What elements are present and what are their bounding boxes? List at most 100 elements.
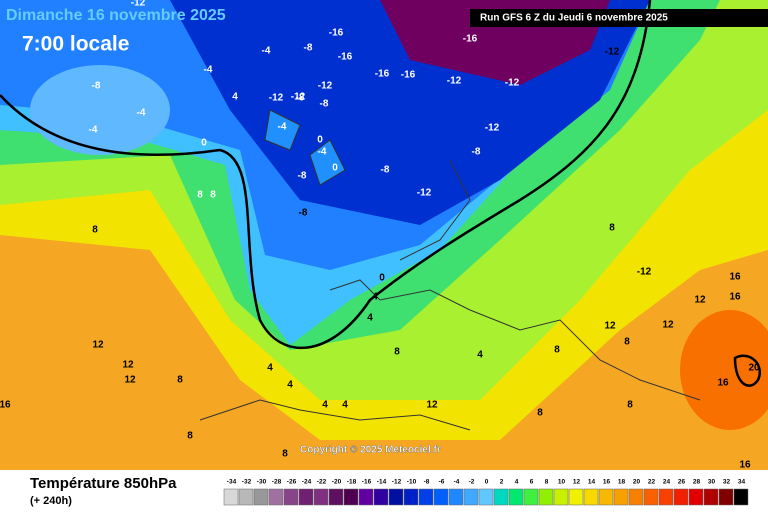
colorbar-tick-label: -4 xyxy=(454,479,460,486)
colorbar-tick-label: -24 xyxy=(302,479,312,486)
colorbar-tick-label: 20 xyxy=(633,479,641,486)
isotherm-label: 16 xyxy=(739,460,751,471)
isotherm-label: -8 xyxy=(320,99,329,110)
colorbar-tick-label: -26 xyxy=(287,479,297,486)
isotherm-label: 8 xyxy=(394,347,400,358)
colorbar-swatch xyxy=(388,488,404,506)
colorbar-swatch xyxy=(403,488,419,506)
colorbar-swatch xyxy=(703,488,719,506)
zero-isotherm xyxy=(0,0,652,350)
isotherm-label: -12 xyxy=(269,93,284,104)
footer-lead: (+ 240h) xyxy=(30,495,72,507)
isotherm-label: -12 xyxy=(417,188,432,199)
colorbar-swatch xyxy=(343,488,359,506)
colorbar-swatch xyxy=(373,488,389,506)
isotherm-label: -12 xyxy=(485,123,500,134)
colorbar-tick-label: 30 xyxy=(708,479,716,486)
isotherm-label: 4 xyxy=(232,92,238,103)
colorbar-tick-label: -2 xyxy=(469,479,475,486)
colorbar-tick-label: 12 xyxy=(573,479,581,486)
colorbar-tick-label: -8 xyxy=(424,479,430,486)
colorbar-swatch xyxy=(583,488,599,506)
isotherm-label: 4 xyxy=(342,400,348,411)
run-box xyxy=(470,9,768,27)
isotherm-label: 8 xyxy=(197,190,203,201)
isotherm-label: -8 xyxy=(298,171,307,182)
colorbar-swatch xyxy=(493,488,509,506)
map-title: Dimanche 16 novembre 2025 xyxy=(6,7,226,24)
map xyxy=(0,0,768,470)
colorbar-tick-label: 24 xyxy=(663,479,671,486)
colorbar-tick-label: -28 xyxy=(272,479,282,486)
colorbar-swatch xyxy=(283,488,299,506)
colorbar-tick-label: 16 xyxy=(603,479,611,486)
isotherm-label: 8 xyxy=(554,345,560,356)
colorbar-tick-label: -14 xyxy=(377,479,387,486)
zone-swirl xyxy=(30,65,170,155)
isotherm-label: -12 xyxy=(318,81,333,92)
colorbar-swatch xyxy=(313,488,329,506)
isotherm-label: 16 xyxy=(729,272,741,283)
colorbar-tick-label: 0 xyxy=(485,479,489,486)
isotherm-label: -8 xyxy=(92,81,101,92)
colorbar-swatch xyxy=(673,488,689,506)
isotherm-label: 16 xyxy=(717,378,729,389)
colorbar-swatch xyxy=(538,488,554,506)
isotherm-label: -16 xyxy=(463,34,478,45)
isotherm-label: -12 xyxy=(447,76,462,87)
isotherm-label: 8 xyxy=(624,337,630,348)
copyright: Copyright © 2025 Meteociel.fr xyxy=(300,445,441,456)
isotherm-label: -16 xyxy=(401,70,416,81)
isotherm-label: -4 xyxy=(137,108,146,119)
colorbar-tick-label: 4 xyxy=(515,479,519,486)
colorbar-tick-label: 18 xyxy=(618,479,626,486)
colorbar-swatch xyxy=(298,488,314,506)
isotherm-label: -12 xyxy=(605,47,620,58)
colorbar-tick-label: -12 xyxy=(392,479,402,486)
isotherm-label: 8 xyxy=(177,375,183,386)
colorbar-tick-label: 2 xyxy=(500,479,504,486)
colorbar-swatch xyxy=(568,488,584,506)
map-labels: -12-4-16-16-16-16-16 -12-8-4 -8-12 -12-12 -1… xyxy=(0,0,760,471)
isotherm-label: 4 xyxy=(477,350,483,361)
colorbar-tick-label: -20 xyxy=(332,479,342,486)
colorbar-swatch xyxy=(733,488,749,506)
run-info: Run GFS 6 Z du Jeudi 6 novembre 2025 xyxy=(480,13,668,24)
colorbar-swatch xyxy=(658,488,674,506)
colorbar-swatch xyxy=(268,488,284,506)
isotherm-label: 8 xyxy=(92,225,98,236)
isotherm-label: -4 xyxy=(318,147,327,158)
isotherm-label: 4 xyxy=(367,313,373,324)
colorbar-tick-label: -34 xyxy=(227,479,237,486)
footer-title: Température 850hPa xyxy=(30,475,177,492)
colorbar-swatch xyxy=(478,488,494,506)
isotherm-label: 8 xyxy=(609,223,615,234)
isotherm-label: -8 xyxy=(299,208,308,219)
colorbar-swatch xyxy=(718,488,734,506)
isotherm-label: 20 xyxy=(748,363,760,374)
colorbar-swatch xyxy=(358,488,374,506)
colorbar-tick-label: 28 xyxy=(693,479,701,486)
isotherm-label: 8 xyxy=(282,449,288,460)
colorbar-tick-label: -10 xyxy=(407,479,417,486)
colorbar: -34 -32 -30 -28 -26 -24 -22 -20 -18 -16 -14 -12 -10-… xyxy=(223,479,749,506)
isotherm-label: 8 xyxy=(210,190,216,201)
isotherm-label: -8 xyxy=(296,93,305,104)
isotherm-label: 0 xyxy=(201,138,207,149)
colorbar-swatch xyxy=(553,488,569,506)
isotherm-label: 4 xyxy=(322,400,328,411)
colorbar-swatch xyxy=(253,488,269,506)
map-time: 7:00 locale xyxy=(22,33,129,56)
isotherm-label: -8 xyxy=(381,165,390,176)
isotherm-label: 8 xyxy=(627,400,633,411)
colorbar-tick-label: 14 xyxy=(588,479,596,486)
isotherm-label: 8 xyxy=(187,431,193,442)
isotherm-label: -16 xyxy=(375,69,390,80)
isotherm-label: 12 xyxy=(662,320,674,331)
isotherm-label: 12 xyxy=(426,400,438,411)
isotherm-label: 0 xyxy=(332,163,338,174)
isotherm-label: -4 xyxy=(89,125,98,136)
colorbar-tick-label: 10 xyxy=(558,479,566,486)
colorbar-swatch xyxy=(643,488,659,506)
